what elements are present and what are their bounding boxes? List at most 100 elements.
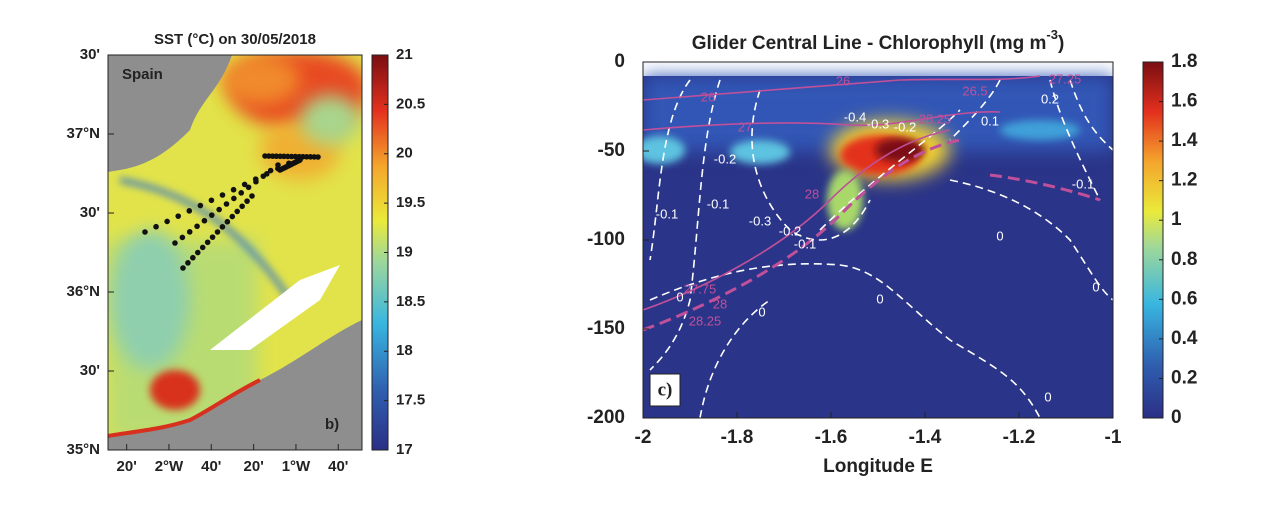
colorbar-tick-label: 0.8 <box>1171 249 1197 270</box>
x-tick-label: 20' <box>117 458 137 475</box>
colorbar-tick-label: 17.5 <box>396 392 425 409</box>
colorbar-tick-label: 19.5 <box>396 194 425 211</box>
glider-position <box>179 234 186 241</box>
colorbar-tick-label: 0.6 <box>1171 288 1197 309</box>
glider-position <box>185 260 191 266</box>
chlorophyll-field <box>643 62 1113 418</box>
contour-lines <box>649 79 1113 418</box>
colorbar-tick-label: 21 <box>396 46 413 63</box>
contour-label: 0 <box>876 291 883 306</box>
x-tick-label: -1.4 <box>909 427 942 448</box>
glider-position <box>253 178 259 185</box>
x-tick-label: -1.6 <box>815 427 848 448</box>
colorbar-tick-label: 1.8 <box>1171 51 1197 72</box>
x-tick-label: -2 <box>635 427 652 448</box>
glider-position <box>194 249 201 256</box>
glider-position <box>194 223 200 230</box>
contour-label: -0.1 <box>707 196 729 211</box>
x-tick-label: -1.2 <box>1003 427 1036 448</box>
glider-position <box>234 208 241 215</box>
glider-position <box>142 229 148 235</box>
contour-label: 26 <box>836 73 850 88</box>
x-tick-label: 20' <box>244 458 264 475</box>
colorbar-tick-label: 20.5 <box>396 95 425 112</box>
map-title: SST (°C) on 30/05/2018 <box>154 31 316 48</box>
panel-label: b) <box>325 416 339 433</box>
land-label: Spain <box>122 66 163 83</box>
y-tick-label: -100 <box>587 229 625 250</box>
contour-label: -0.3 <box>867 116 889 131</box>
glider-position <box>186 208 193 214</box>
glider-position <box>223 201 230 207</box>
glider-position <box>239 203 245 210</box>
contour-label: 28 <box>713 296 727 311</box>
glider-position <box>297 157 303 163</box>
x-tick-label: 2°W <box>155 458 184 475</box>
colorbar-tick-label: 0.2 <box>1171 367 1197 388</box>
glider-position <box>201 217 208 224</box>
x-tick-label: -1 <box>1105 427 1122 448</box>
contour-label: -0.1 <box>1072 176 1094 191</box>
glider-position <box>180 265 186 271</box>
y-tick-label: 37°N <box>66 125 100 142</box>
glider-position <box>249 193 255 199</box>
glider-position <box>244 198 250 204</box>
glider-position <box>153 223 159 230</box>
contour-label: -0.1 <box>656 206 678 221</box>
y-tick-label: 30' <box>80 204 100 221</box>
colorbar-tick-label: 1.4 <box>1171 130 1198 151</box>
y-tick-label: -200 <box>587 407 625 428</box>
x-tick-label: -1.8 <box>721 427 754 448</box>
glider-position <box>186 229 193 235</box>
glider-position <box>315 154 321 160</box>
glider-position <box>224 218 231 225</box>
contour-label: -0.2 <box>894 119 916 134</box>
x-tick-label: 40' <box>328 458 348 475</box>
glider-position <box>231 195 237 202</box>
glider-position <box>275 162 281 168</box>
contour-label: 26.5 <box>962 83 987 98</box>
colorbar-tick-label: 0 <box>1171 407 1182 428</box>
contour-label: 28.25 <box>689 313 722 328</box>
chl-colorbar <box>1142 61 1164 419</box>
contour-label: 0 <box>676 289 683 304</box>
colorbar-tick-label: 17 <box>396 441 413 458</box>
glider-position <box>245 184 252 191</box>
contour-label: 28.25 <box>919 111 952 126</box>
x-tick-label: 40' <box>201 458 221 475</box>
contour-label: 0.1 <box>981 113 999 128</box>
glider-position <box>216 206 222 213</box>
glider-position <box>238 190 245 196</box>
title-sup: -3 <box>1046 27 1058 42</box>
title-end: ) <box>1058 33 1064 54</box>
sst-map <box>108 55 362 450</box>
contour-label: -0.4 <box>844 109 866 124</box>
contour-label: 27.75 <box>684 281 717 296</box>
contour-label: 0.2 <box>1041 91 1059 106</box>
colorbar-tick-label: 0.4 <box>1171 328 1198 349</box>
y-tick-label: -150 <box>587 318 625 339</box>
y-tick-label: 35°N <box>66 441 100 458</box>
y-tick-label: 30' <box>80 46 100 63</box>
colorbar-tick-label: 1 <box>1171 209 1182 230</box>
title-main: Glider Central Line - Chlorophyll (mg m <box>692 33 1047 54</box>
plot-title: Glider Central Line - Chlorophyll (mg m-… <box>692 27 1065 54</box>
panel-label: c) <box>658 379 673 400</box>
colorbar-tick-label: 1.2 <box>1171 170 1197 191</box>
contour-label: 0 <box>1092 279 1099 294</box>
contour-label: 27 <box>738 119 752 134</box>
glider-position <box>190 254 196 261</box>
contour-label: 0 <box>758 304 765 319</box>
y-tick-label: 0 <box>614 51 625 72</box>
glider-position <box>230 186 237 193</box>
contour-label: 27.25 <box>1049 71 1082 86</box>
colorbar-tick-label: 19 <box>396 243 413 260</box>
glider-position <box>175 213 182 219</box>
density-contours <box>643 75 1101 332</box>
contour-label: -0.2 <box>714 151 736 166</box>
glider-position <box>219 192 226 198</box>
colorbar-tick-label: 18 <box>396 342 413 359</box>
contour-label: 26 <box>701 89 715 104</box>
map-frame <box>107 54 363 451</box>
